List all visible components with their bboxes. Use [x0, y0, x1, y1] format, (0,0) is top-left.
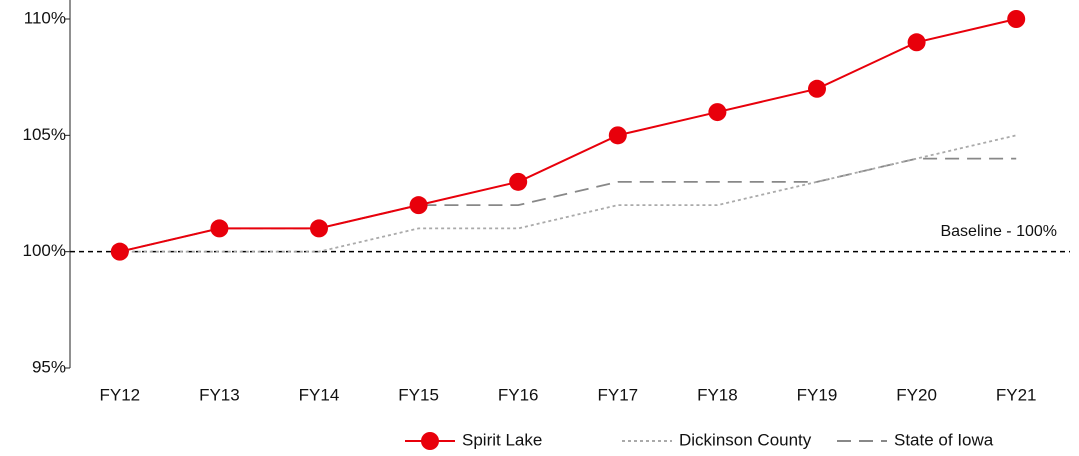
y-tick-label: 110% — [24, 8, 66, 27]
x-tick-label: FY19 — [797, 385, 838, 404]
series-marker — [509, 172, 528, 191]
x-tick-label: FY14 — [299, 385, 340, 404]
series-line — [119, 157, 1017, 253]
series-marker — [110, 242, 129, 261]
series-marker — [708, 103, 727, 122]
series-marker — [907, 33, 926, 52]
x-tick-label: FY16 — [498, 385, 539, 404]
y-tick-label: 95% — [32, 357, 66, 376]
series-line — [119, 18, 1017, 253]
series-line — [119, 134, 1017, 253]
series-marker — [808, 79, 826, 98]
x-tick-label: FY18 — [697, 385, 738, 404]
legend-label: State of Iowa — [894, 430, 994, 449]
x-tick-label: FY21 — [996, 385, 1037, 404]
x-tick-label: FY13 — [199, 385, 240, 404]
x-tick-label: FY15 — [398, 385, 439, 404]
legend-label: Spirit Lake — [462, 430, 542, 449]
legend-label: Dickinson County — [679, 430, 812, 449]
x-tick-label: FY12 — [99, 385, 140, 404]
series-marker — [409, 196, 428, 215]
series-marker — [310, 219, 328, 238]
y-tick-label: 100% — [23, 241, 66, 260]
series-marker — [1007, 10, 1026, 28]
legend-marker — [421, 432, 439, 450]
baseline-label: Baseline - 100% — [940, 223, 1057, 240]
x-tick-label: FY20 — [896, 385, 937, 404]
series-marker — [608, 126, 627, 145]
series-marker — [210, 219, 229, 238]
y-tick-label: 105% — [23, 125, 66, 144]
x-tick-label: FY17 — [597, 385, 638, 404]
